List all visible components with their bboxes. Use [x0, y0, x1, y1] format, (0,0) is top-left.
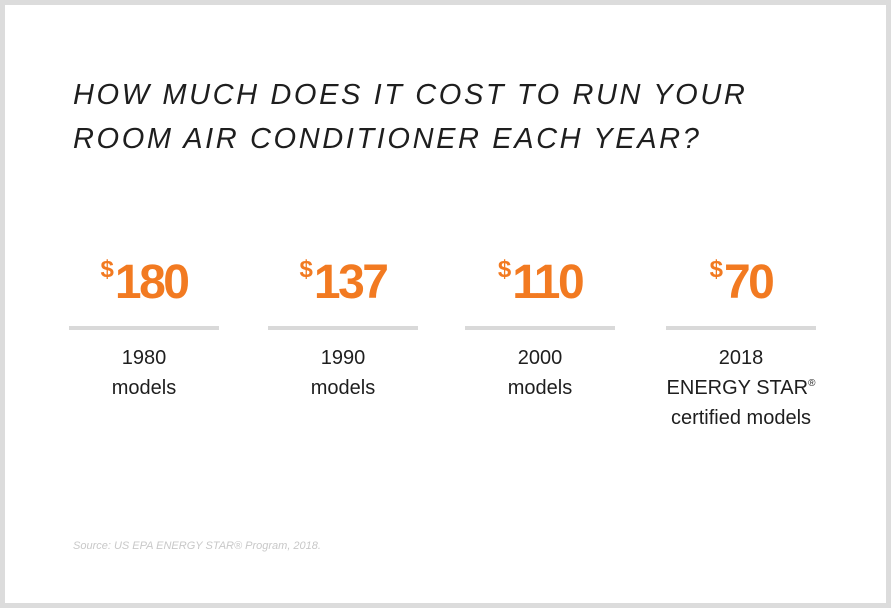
label-year: 2000 — [517, 347, 563, 369]
label-text: certified models — [670, 407, 812, 429]
stat-2000: $ 110 2000 models — [465, 255, 615, 403]
label-year: 1980 — [121, 347, 167, 369]
stat-1980: $ 180 1980 models — [69, 255, 219, 403]
registered-mark: ® — [808, 378, 816, 389]
divider — [69, 326, 219, 330]
stat-label: 1980 models — [69, 343, 219, 403]
stat-label: 1990 models — [268, 343, 418, 403]
label-text: models — [507, 377, 573, 399]
energy-star-text: ENERGY STAR — [666, 377, 809, 399]
price-2018: $ 70 — [666, 255, 816, 315]
stat-label: 2018 ENERGY STAR® certified models — [666, 343, 816, 433]
price-1990: $ 137 — [268, 255, 418, 315]
currency-symbol: $ — [299, 256, 313, 283]
price-1980: $ 180 — [69, 255, 219, 315]
price-amount: 137 — [313, 256, 389, 309]
divider — [666, 326, 816, 330]
divider — [465, 326, 615, 330]
stat-label: 2000 models — [465, 343, 615, 403]
headline: HOW MUCH DOES IT COST TO RUN YOUR ROOM A… — [73, 73, 833, 161]
price-amount: 70 — [723, 256, 775, 309]
price-amount: 110 — [512, 256, 584, 309]
stat-1990: $ 137 1990 models — [268, 255, 418, 403]
headline-line-2: ROOM AIR CONDITIONER EACH YEAR? — [73, 123, 702, 155]
source-note: Source: US EPA ENERGY STAR® Program, 201… — [73, 540, 321, 552]
divider — [268, 326, 418, 330]
currency-symbol: $ — [709, 256, 723, 283]
currency-symbol: $ — [100, 256, 114, 283]
currency-symbol: $ — [497, 256, 512, 283]
label-text: models — [111, 377, 177, 399]
label-year: 2018 — [718, 347, 764, 369]
headline-line-1: HOW MUCH DOES IT COST TO RUN YOUR — [73, 79, 748, 111]
label-year: 1990 — [320, 347, 366, 369]
stat-2018-energy-star: $ 70 2018 ENERGY STAR® certified models — [666, 255, 816, 433]
label-text: models — [310, 377, 376, 399]
price-2000: $ 110 — [465, 255, 615, 315]
price-amount: 180 — [114, 256, 190, 309]
label-energy-star: ENERGY STAR® — [666, 373, 816, 403]
